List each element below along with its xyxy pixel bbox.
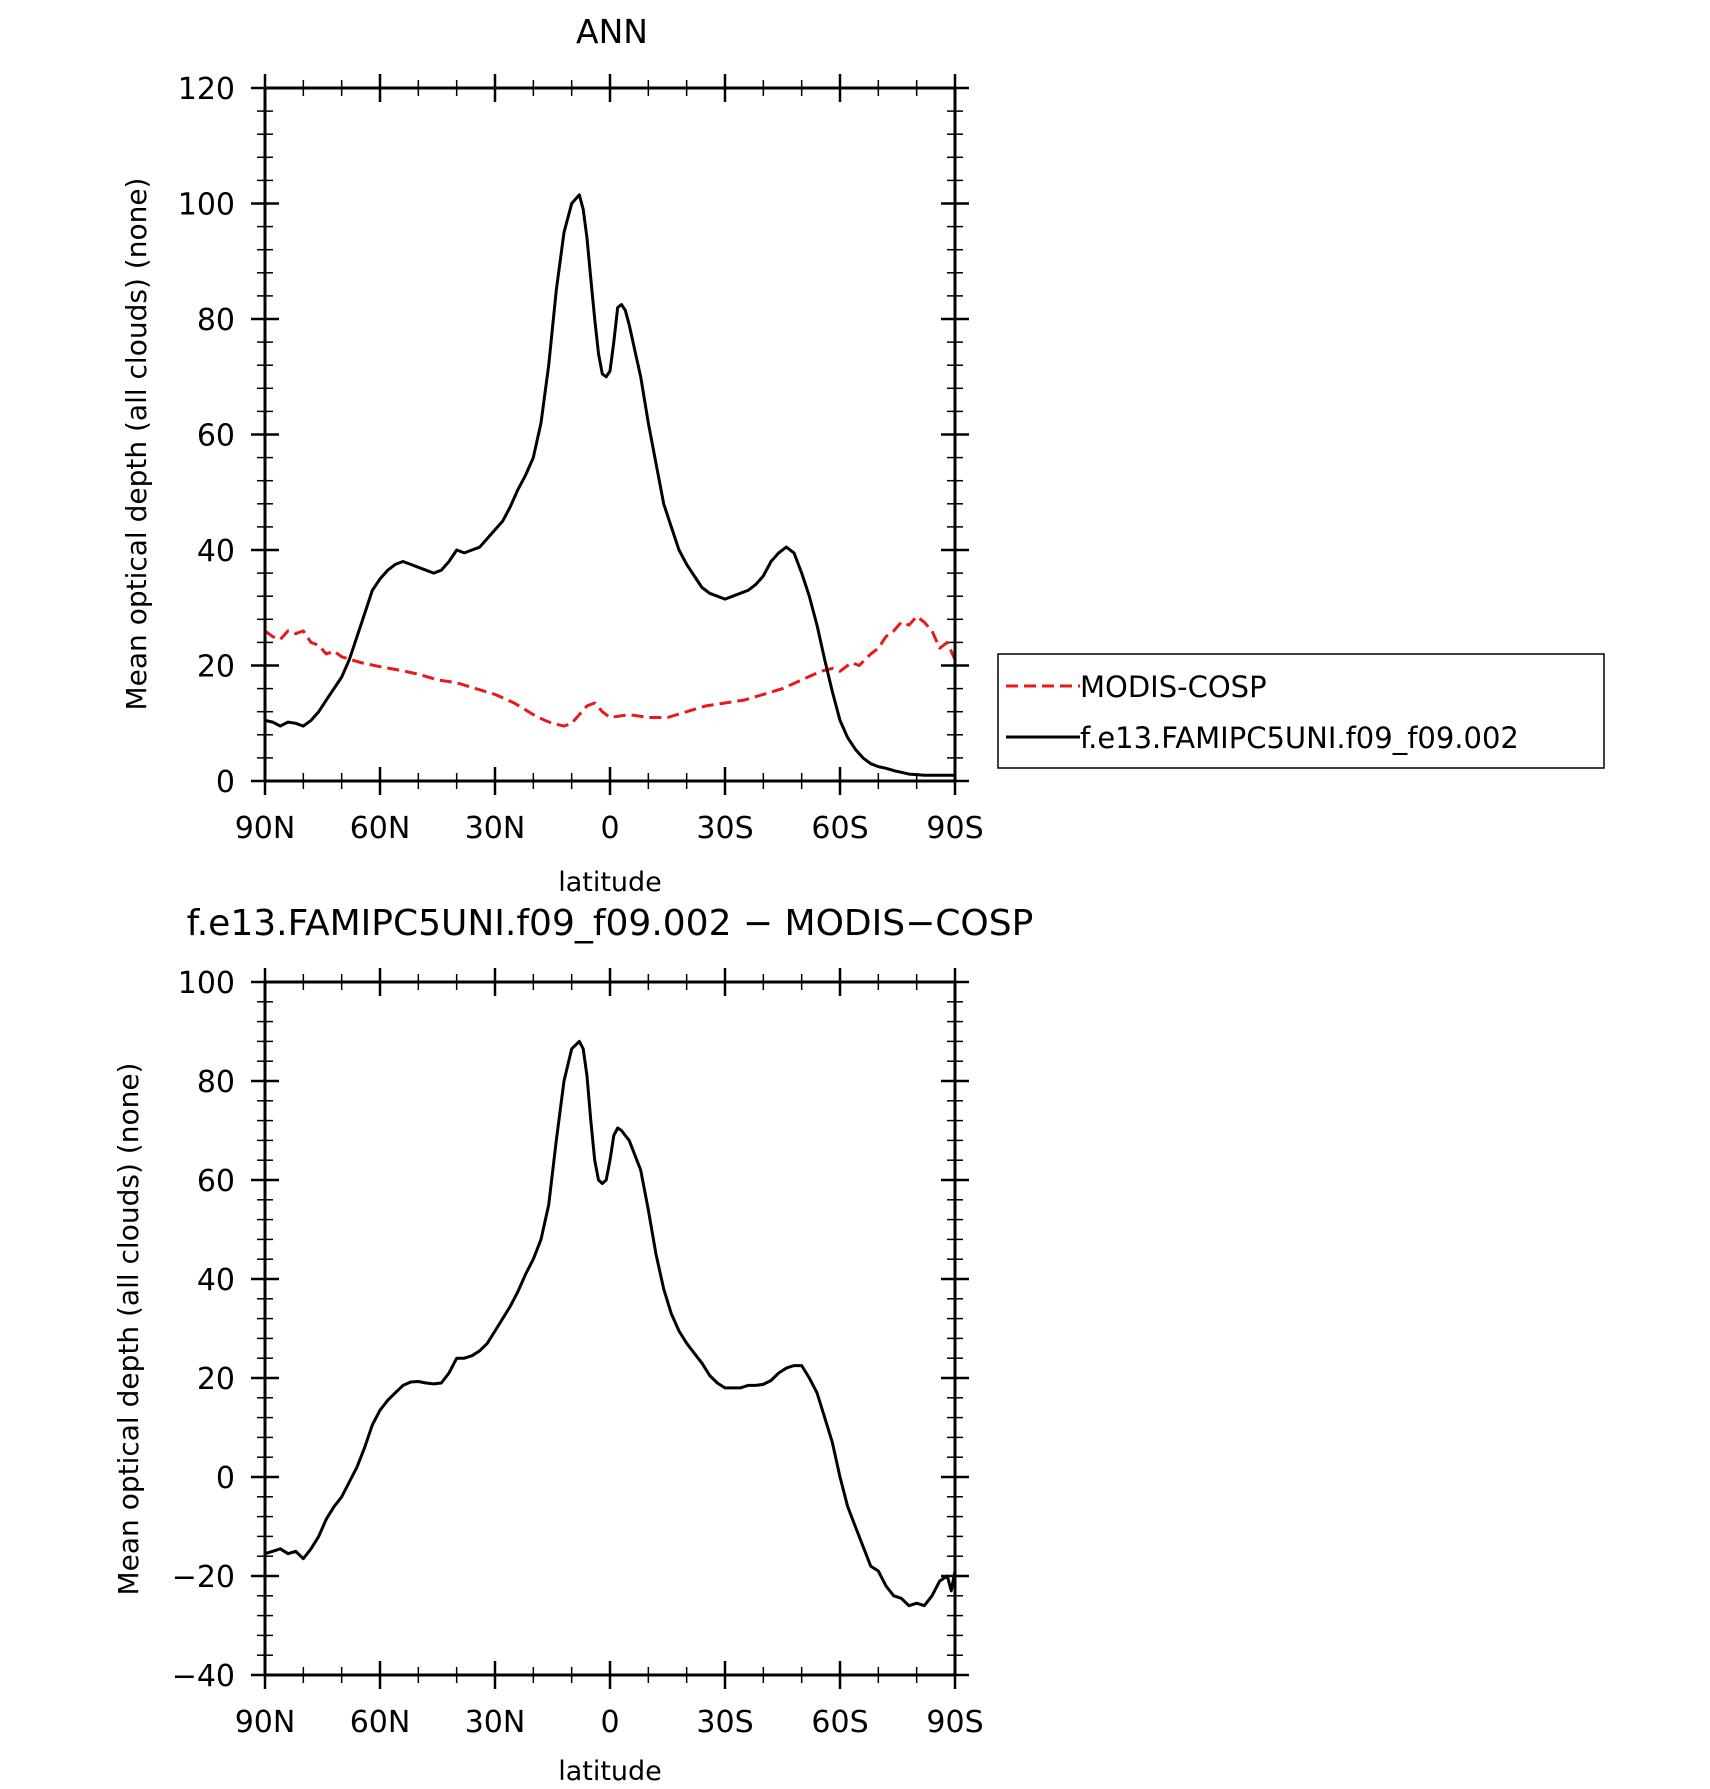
- series-lines: [264, 1039, 957, 1608]
- y-tick-label: −20: [172, 1560, 235, 1595]
- x-tick-label: 90S: [926, 1705, 983, 1740]
- x-tick-label: 90S: [926, 811, 983, 846]
- x-tick-label: 90N: [235, 811, 296, 846]
- y-tick-label: 0: [216, 765, 235, 800]
- chart-title: ANN: [576, 12, 648, 51]
- x-tick-label: 60N: [350, 811, 411, 846]
- y-tick-label: 80: [197, 1065, 235, 1100]
- y-axis-label: Mean optical depth (all clouds) (none): [120, 178, 153, 711]
- y-axis-label: Mean optical depth (all clouds) (none): [112, 1063, 145, 1596]
- y-tick-label: 80: [197, 303, 235, 338]
- series-line-modis-cosp: [264, 614, 957, 728]
- x-axis-label: latitude: [558, 1756, 662, 1787]
- x-tick-label: 30N: [465, 811, 526, 846]
- y-tick-label: 0: [216, 1461, 235, 1496]
- x-tick-label: 30S: [696, 1705, 753, 1740]
- x-tick-label: 60S: [811, 811, 868, 846]
- legend: MODIS-COSP f.e13.FAMIPC5UNI.f09_f09.002: [997, 653, 1605, 769]
- y-tick-label: 100: [178, 966, 235, 1001]
- chart-panel-difference: f.e13.FAMIPC5UNI.f09_f09.002 − MODIS−COS…: [112, 903, 1033, 1787]
- x-tick-label: 30S: [696, 811, 753, 846]
- y-tick-label: 60: [197, 419, 235, 454]
- legend-label-model: f.e13.FAMIPC5UNI.f09_f09.002: [1080, 721, 1519, 755]
- x-tick-label: 0: [600, 1705, 619, 1740]
- y-tick-label: −40: [172, 1659, 235, 1694]
- axis-ticks: −40 −20 0 20 40 60 80 100 90N 60N 30N 0 30S 60S 90S: [172, 966, 984, 1740]
- x-tick-label: 30N: [465, 1705, 526, 1740]
- legend-label-modis: MODIS-COSP: [1080, 670, 1267, 704]
- y-tick-label: 40: [197, 1263, 235, 1298]
- chart-panel-annual: ANN Mean optical depth (all clouds) (non…: [120, 12, 984, 898]
- y-tick-label: 120: [178, 72, 235, 107]
- series-lines: [264, 193, 957, 777]
- chart-title: f.e13.FAMIPC5UNI.f09_f09.002 − MODIS−COS…: [187, 903, 1034, 944]
- x-axis-label: latitude: [558, 867, 662, 898]
- legend-box: [997, 653, 1605, 769]
- x-tick-label: 60S: [811, 1705, 868, 1740]
- plot-frame: [263, 86, 957, 783]
- y-tick-label: 60: [197, 1164, 235, 1199]
- x-tick-label: 90N: [235, 1705, 296, 1740]
- y-tick-label: 100: [178, 188, 235, 223]
- x-tick-label: 0: [600, 811, 619, 846]
- series-line-f-e13-famipc5uni-f09-f09-002: [264, 193, 955, 777]
- x-tick-label: 60N: [350, 1705, 411, 1740]
- series-line-difference: [264, 1039, 957, 1608]
- y-tick-label: 20: [197, 650, 235, 685]
- plot-frame: [263, 980, 957, 1677]
- y-tick-label: 40: [197, 534, 235, 569]
- y-tick-label: 20: [197, 1362, 235, 1397]
